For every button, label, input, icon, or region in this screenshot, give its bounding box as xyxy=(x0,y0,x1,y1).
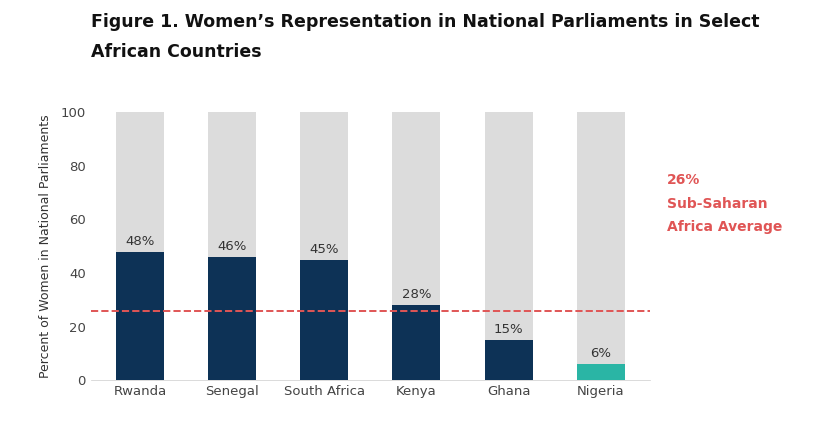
Bar xyxy=(116,112,164,380)
Text: 46%: 46% xyxy=(217,240,247,253)
Y-axis label: Percent of Women in National Parliaments: Percent of Women in National Parliaments xyxy=(39,114,52,378)
Bar xyxy=(393,112,440,380)
Bar xyxy=(393,305,440,380)
Bar xyxy=(300,112,348,380)
Text: 28%: 28% xyxy=(402,288,431,301)
Bar xyxy=(485,340,532,380)
Text: African Countries: African Countries xyxy=(91,43,261,61)
Text: 26%: 26% xyxy=(667,173,700,187)
Text: 15%: 15% xyxy=(494,323,523,336)
Bar xyxy=(208,257,256,380)
Text: Africa Average: Africa Average xyxy=(667,220,782,234)
Bar xyxy=(577,364,625,380)
Bar xyxy=(300,260,348,380)
Text: 45%: 45% xyxy=(309,243,339,256)
Bar xyxy=(208,112,256,380)
Text: 48%: 48% xyxy=(125,235,155,248)
Bar xyxy=(116,251,164,380)
Bar xyxy=(485,112,532,380)
Text: Figure 1. Women’s Representation in National Parliaments in Select: Figure 1. Women’s Representation in Nati… xyxy=(91,13,759,31)
Bar xyxy=(577,112,625,380)
Text: Sub-Saharan: Sub-Saharan xyxy=(667,197,767,210)
Text: 6%: 6% xyxy=(590,347,611,360)
